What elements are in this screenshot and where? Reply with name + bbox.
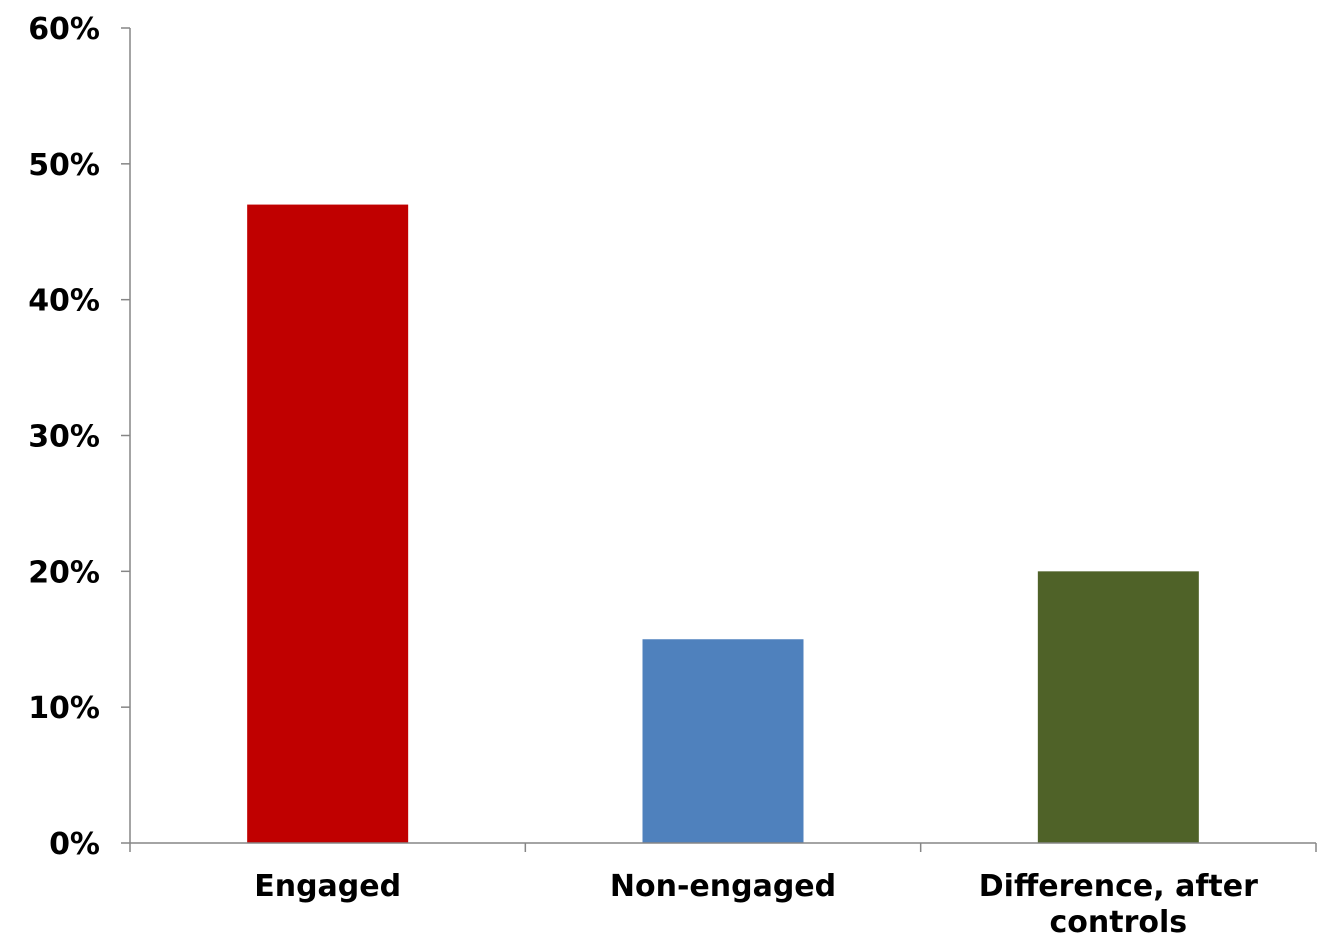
x-tick-label: Engaged [254, 869, 401, 904]
y-tick-label: 20% [28, 555, 100, 590]
y-tick-label: 60% [28, 12, 100, 47]
y-tick-label: 10% [28, 691, 100, 726]
bar-non-engaged [642, 639, 804, 843]
x-tick-label: Difference, after controls [979, 869, 1258, 939]
x-axis-ticks [129, 843, 1317, 852]
y-axis-ticks: 0% 10% 20% 30% 40% 50% 60% [28, 12, 130, 862]
bar-difference-after-controls [1037, 571, 1199, 843]
bar-engaged [247, 204, 409, 844]
y-tick-label: 50% [28, 148, 100, 183]
x-tick-label: Non-engaged [610, 869, 836, 904]
x-axis-labels: Engaged Non-engaged Difference, after contr… [254, 869, 1258, 940]
y-tick-label: 30% [28, 420, 100, 455]
bars [247, 204, 1199, 844]
y-tick-label: 0% [49, 827, 100, 862]
y-tick-label: 40% [28, 284, 100, 319]
